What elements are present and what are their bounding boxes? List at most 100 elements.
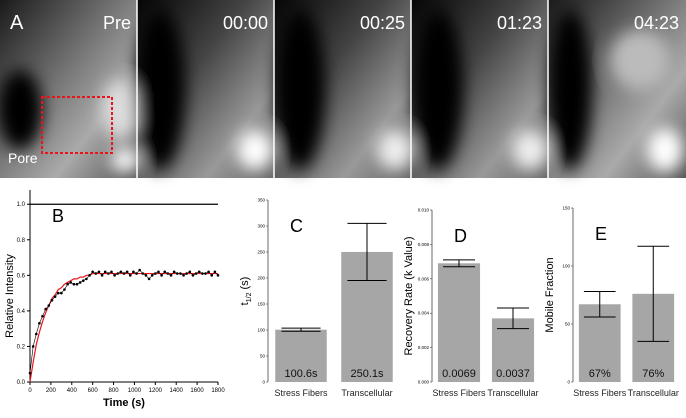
data-point [163, 270, 167, 274]
y-tick-label: 300 [257, 224, 265, 229]
y-tick-label: 350 [257, 198, 265, 203]
region-box [41, 96, 113, 154]
data-point [179, 272, 182, 275]
y-tick-label: 0.008 [418, 242, 430, 247]
data-point [116, 272, 120, 275]
data-point [66, 282, 69, 286]
y-tick-label: 0.2 [17, 344, 26, 350]
panel-a-images: A Pore [0, 0, 686, 178]
data-point [47, 304, 51, 307]
data-point [207, 270, 210, 274]
data-point [144, 274, 148, 277]
y-axis-label: Relative Intensity [4, 254, 16, 338]
panel-label: A [10, 12, 24, 34]
bar [437, 263, 481, 382]
data-point [204, 272, 207, 275]
data-point [94, 272, 98, 275]
value-label: 76% [642, 368, 664, 380]
data-point [182, 274, 185, 277]
y-tick-label: 0.006 [418, 276, 430, 281]
data-point [157, 270, 160, 274]
data-point [100, 274, 104, 277]
value-label: 100.6s [284, 368, 318, 380]
y-tick-label: 0.002 [418, 345, 430, 350]
x-tick-label: 200 [46, 388, 57, 394]
image-texture [0, 10, 683, 172]
panel-label: C [290, 216, 303, 236]
data-point [194, 272, 198, 275]
x-tick-label: 0 [28, 388, 32, 394]
x-tick-label: Stress Fibers [432, 388, 486, 398]
frame-label: 00:00 [223, 13, 268, 33]
data-point [113, 274, 116, 277]
data-point [88, 274, 91, 277]
y-tick-label: 1.0 [17, 202, 26, 208]
y-tick-label: 0.8 [17, 238, 26, 244]
data-point [147, 277, 151, 281]
x-axis-label: Time (s) [103, 397, 145, 409]
y-tick-label: 250 [257, 250, 265, 255]
data-point [160, 274, 163, 277]
data-point [38, 322, 41, 325]
data-point [188, 270, 192, 274]
data-point [216, 274, 220, 277]
x-tick-label: 1800 [211, 388, 225, 394]
region-label: Pore [8, 150, 38, 166]
data-point [191, 274, 195, 277]
error-bar [496, 307, 530, 330]
y-axis-label-subscript: 1/2 [246, 292, 253, 302]
frame-label: 04:23 [634, 13, 679, 33]
data-point [60, 291, 63, 295]
y-tick-label: 200 [257, 276, 265, 281]
x-tick-label: 400 [67, 388, 78, 394]
data-point [172, 270, 176, 274]
data-point [107, 272, 110, 275]
data-point [132, 270, 135, 274]
frame-label: 01:23 [497, 13, 542, 33]
data-point [197, 270, 201, 274]
data-point [213, 270, 217, 274]
data-point [53, 295, 57, 298]
y-tick-label: 100 [257, 328, 265, 333]
x-tick-label: 1400 [170, 388, 184, 394]
y-axis-label: Mobile Fraction [544, 257, 556, 332]
data-point [41, 314, 44, 318]
data-line [29, 269, 219, 374]
data-point [185, 272, 188, 275]
y-tick-label: 0.010 [418, 208, 430, 213]
panel-label: E [595, 224, 607, 244]
data-point [85, 277, 88, 281]
value-label: 0.0037 [496, 368, 530, 380]
y-tick-label: 0.4 [17, 309, 26, 315]
value-label: 0.0069 [442, 368, 476, 380]
bar [275, 329, 327, 382]
x-tick-label: Transcellular [627, 388, 679, 398]
data-point [34, 332, 38, 336]
error-bar [281, 327, 321, 332]
x-tick-label: 1000 [128, 388, 142, 394]
data-point [210, 274, 214, 277]
data-point [169, 274, 173, 277]
y-tick-label: 50 [565, 322, 571, 327]
data-point [56, 291, 60, 295]
x-tick-label: 1200 [149, 388, 163, 394]
data-point [110, 270, 113, 274]
y-axis-label: Recovery Rate (k Value) [403, 236, 415, 355]
y-axis-label-suffix: (s) [239, 277, 251, 290]
value-label: 250.1s [350, 368, 384, 380]
data-point [78, 281, 82, 284]
data-point [154, 272, 157, 275]
data-point [44, 307, 47, 311]
x-tick-label: 600 [88, 388, 99, 394]
data-point [28, 371, 32, 375]
x-tick-label: Transcellular [341, 388, 393, 398]
y-tick-label: 150 [562, 206, 570, 211]
data-point [201, 272, 204, 275]
data-point [150, 274, 154, 277]
y-tick-label: 0.0 [17, 380, 26, 386]
panel-label: D [454, 226, 467, 246]
data-point [119, 270, 123, 274]
data-point [72, 282, 76, 286]
data-point [125, 270, 129, 274]
